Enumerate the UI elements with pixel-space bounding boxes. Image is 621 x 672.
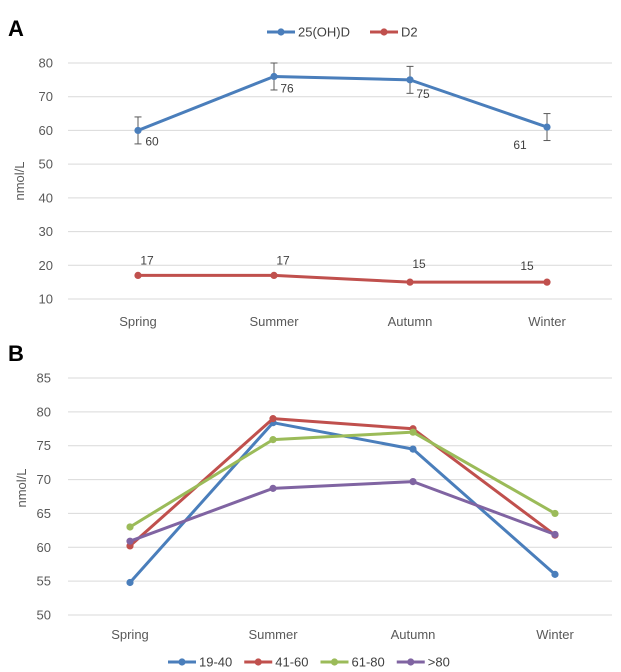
panel-b-data-point bbox=[409, 428, 417, 436]
panel-b-y-axis-label: nmol/L bbox=[14, 468, 29, 507]
panel-a-data-point bbox=[134, 126, 142, 135]
panel-b-y-ticks: 50 55 60 65 70 75 80 85 bbox=[37, 371, 51, 623]
panel-b-y-tick-label: 50 bbox=[37, 608, 51, 623]
panel-b-series-line bbox=[128, 421, 556, 584]
panel-a-data-label: 15 bbox=[520, 259, 534, 273]
panel-b-gridlines bbox=[68, 377, 612, 616]
panel-b-data-point bbox=[269, 436, 277, 444]
panel-a-data-point bbox=[270, 72, 278, 81]
panel-b-legend-marker bbox=[178, 658, 186, 666]
panel-a-series-line bbox=[138, 273, 547, 284]
panel-b-series-line bbox=[129, 480, 556, 543]
panel-a-y-tick-label: 80 bbox=[39, 56, 53, 71]
panel-a-legend-item: D2 bbox=[370, 25, 418, 40]
panel-b-legend-marker bbox=[407, 658, 415, 666]
panel-b-x-tick-label: Summer bbox=[248, 627, 298, 642]
panel-b-legend-marker bbox=[254, 658, 262, 666]
panel-b-y-tick-label: 70 bbox=[37, 472, 51, 487]
panel-a-y-tick-label: 70 bbox=[39, 89, 53, 104]
panel-b-legend-item: 61-80 bbox=[320, 655, 385, 670]
panel-a-series-line bbox=[137, 74, 548, 132]
panel-b-data-point bbox=[409, 445, 417, 453]
panel-a-x-ticks: Spring Summer Autumn Winter bbox=[119, 314, 566, 329]
panel-b-data-point bbox=[551, 570, 559, 578]
panel-a-data-label: 17 bbox=[140, 253, 154, 267]
panel-b: B nmol/L 50 55 60 65 70 75 80 85 Spring Summer Au… bbox=[8, 341, 612, 670]
panel-a-legend-label: 25(OH)D bbox=[298, 25, 350, 40]
panel-b-y-tick-label: 55 bbox=[37, 574, 51, 589]
panel-b-y-tick-label: 65 bbox=[37, 506, 51, 521]
panel-b-y-tick-label: 85 bbox=[37, 371, 51, 386]
panel-b-x-tick-label: Autumn bbox=[391, 627, 436, 642]
panel-a-data-point bbox=[134, 271, 142, 279]
panel-a-data-label: 17 bbox=[276, 253, 290, 267]
panel-b-series-2 bbox=[126, 428, 559, 531]
panel-a-x-tick-label: Spring bbox=[119, 314, 157, 329]
panel-a-y-tick-label: 30 bbox=[39, 224, 53, 239]
panel-a-series: 60 76 75 61 17 17 15 15 bbox=[134, 62, 551, 286]
panel-b-series-3 bbox=[126, 478, 559, 545]
panel-b-legend-label: 19-40 bbox=[199, 655, 232, 670]
panel-a-series-0: 60 76 75 61 bbox=[134, 62, 551, 152]
panel-a-data-label: 76 bbox=[280, 81, 294, 95]
panel-a-y-tick-label: 50 bbox=[39, 157, 53, 172]
panel-a-x-tick-label: Winter bbox=[528, 314, 566, 329]
panel-b-data-point bbox=[409, 478, 417, 486]
panel-b-legend-label: >80 bbox=[428, 655, 450, 670]
panel-b-data-point bbox=[126, 537, 134, 545]
panel-b-series-line bbox=[129, 417, 556, 548]
panel-b-label: B bbox=[8, 341, 24, 366]
panel-b-data-point bbox=[551, 509, 559, 518]
panel-b-x-tick-label: Winter bbox=[536, 627, 574, 642]
panel-a-y-tick-label: 10 bbox=[39, 292, 53, 307]
panel-a-data-point bbox=[543, 278, 551, 286]
panel-a-legend-marker bbox=[380, 28, 388, 36]
panel-b-legend-label: 61-80 bbox=[352, 655, 385, 670]
panel-b-data-point bbox=[551, 530, 559, 539]
panel-b-data-point bbox=[126, 578, 134, 587]
panel-a-data-point bbox=[406, 278, 414, 286]
panel-a-x-tick-label: Summer bbox=[249, 314, 299, 329]
panel-a-data-label: 61 bbox=[513, 138, 527, 152]
panel-a-y-ticks: 10 20 30 40 50 60 70 80 bbox=[39, 56, 53, 307]
panel-b-data-point bbox=[269, 484, 277, 492]
panel-a-x-tick-label: Autumn bbox=[388, 314, 433, 329]
panel-b-data-point bbox=[126, 523, 134, 531]
panel-b-legend-item: 19-40 bbox=[168, 655, 232, 670]
panel-b-legend: 19-40 41-60 61-80 >80 bbox=[168, 655, 450, 670]
panel-a-data-point bbox=[270, 271, 278, 279]
panel-b-legend-marker bbox=[330, 658, 339, 666]
panel-b-legend-item: >80 bbox=[396, 655, 450, 670]
panel-a-gridlines bbox=[68, 62, 612, 300]
panel-a-legend-item: 25(OH)D bbox=[267, 25, 350, 40]
panel-b-data-point bbox=[269, 415, 277, 423]
panel-a-y-axis-label: nmol/L bbox=[12, 161, 27, 200]
panel-a-y-tick-label: 60 bbox=[39, 123, 53, 138]
panel-a-y-tick-label: 20 bbox=[39, 258, 53, 273]
panel-a-y-tick-label: 40 bbox=[39, 190, 53, 205]
panel-b-series-line bbox=[129, 430, 556, 529]
panel-b-legend-item: 41-60 bbox=[244, 655, 309, 670]
panel-a-label: A bbox=[8, 16, 24, 41]
panel-b-y-tick-label: 80 bbox=[37, 404, 51, 419]
panel-a: A nmol/L 10 20 30 40 50 60 70 80 Spring Summer Au… bbox=[8, 16, 612, 329]
panel-a-legend: 25(OH)D D2 bbox=[267, 25, 418, 40]
panel-a-legend-label: D2 bbox=[401, 25, 418, 40]
panel-a-data-label: 15 bbox=[412, 257, 426, 271]
panel-b-y-tick-label: 75 bbox=[37, 438, 51, 453]
panel-a-legend-marker bbox=[277, 28, 285, 36]
panel-a-series-1: 17 17 15 15 bbox=[134, 253, 551, 286]
panel-b-x-tick-label: Spring bbox=[111, 627, 149, 642]
panel-a-data-label: 75 bbox=[416, 87, 430, 101]
panel-b-series bbox=[126, 415, 559, 587]
panel-b-legend-label: 41-60 bbox=[275, 655, 308, 670]
panel-b-y-tick-label: 60 bbox=[37, 540, 51, 555]
panel-a-data-point bbox=[543, 123, 551, 131]
panel-a-data-point bbox=[406, 76, 414, 84]
panel-a-data-label: 60 bbox=[145, 134, 159, 148]
panel-b-series-0 bbox=[126, 419, 559, 587]
panel-b-x-ticks: Spring Summer Autumn Winter bbox=[111, 627, 574, 642]
